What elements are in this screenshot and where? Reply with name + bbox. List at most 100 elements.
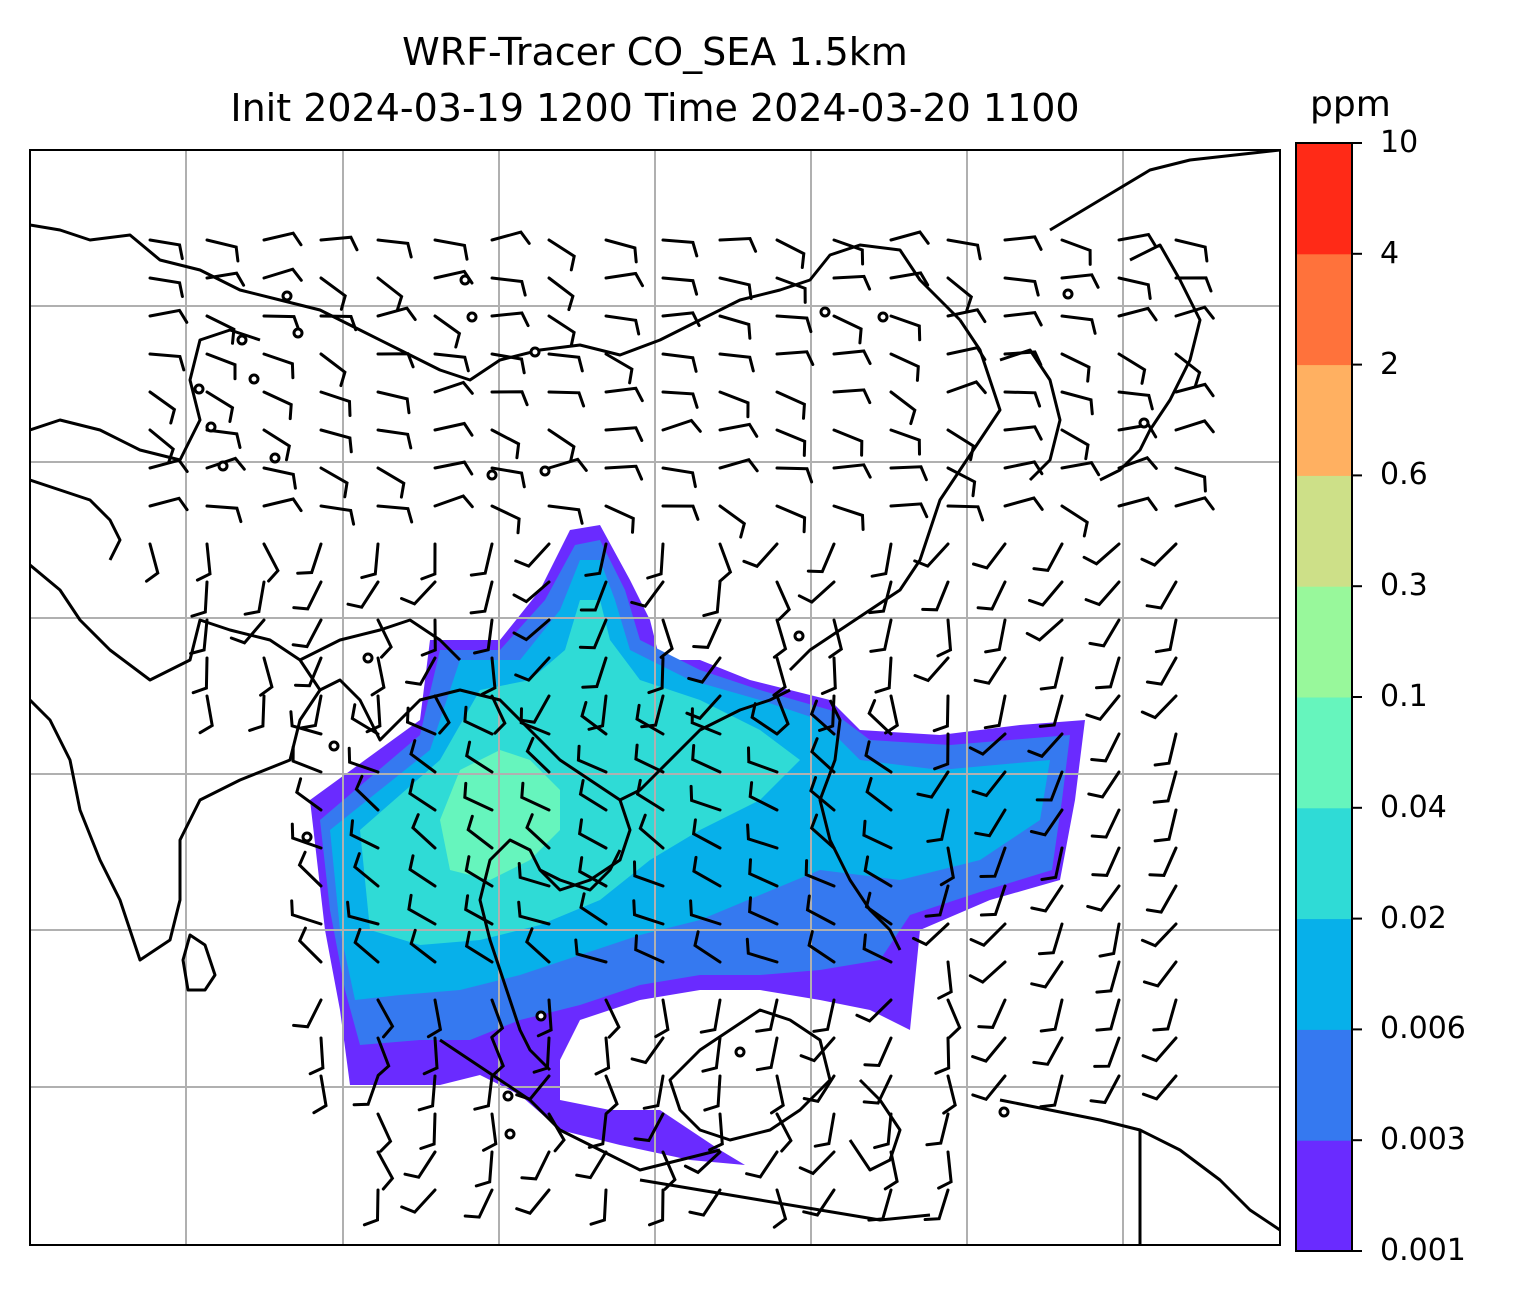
wind-barb <box>1060 390 1094 416</box>
wind-barb <box>1174 276 1213 293</box>
wind-barb <box>864 740 893 774</box>
map-title-line-1: WRF-Tracer CO_SEA 1.5km <box>402 30 908 74</box>
wind-barb <box>297 850 323 888</box>
wind-barb <box>1060 238 1092 266</box>
wind-barb <box>1060 273 1100 289</box>
wind-barb <box>482 1112 498 1152</box>
wind-barb <box>661 1150 677 1191</box>
wind-barb <box>832 504 865 531</box>
wind-barb <box>578 856 608 888</box>
wind-barb <box>433 380 474 395</box>
wind-barb <box>490 504 521 535</box>
wind-barb <box>691 744 722 774</box>
wind-barb <box>576 744 608 774</box>
wind-barb <box>469 580 494 615</box>
new-guinea <box>999 1098 1280 1232</box>
wind-barb <box>865 776 893 812</box>
wind-barb <box>1117 390 1154 411</box>
colorbar-unit-label: ppm <box>1310 84 1391 125</box>
wind-barb <box>578 618 608 650</box>
colorbar-band <box>1296 807 1352 920</box>
wind-barb <box>889 428 921 456</box>
wind-barb <box>1154 618 1178 654</box>
wind-barb <box>464 930 494 964</box>
colorbar-band <box>1296 364 1352 476</box>
wind-barb <box>490 230 531 245</box>
wind-barb <box>515 1188 551 1215</box>
wind-barb <box>411 813 437 850</box>
wind-barb <box>604 238 638 264</box>
wind-barb <box>659 618 674 659</box>
colorbar-band <box>1296 1029 1352 1141</box>
wind-barb <box>832 314 863 345</box>
wind-barb <box>633 860 665 888</box>
wind-barb <box>968 732 1007 756</box>
colorbar-band <box>1296 143 1352 255</box>
wind-barb <box>798 1150 836 1176</box>
wind-barb <box>820 656 837 695</box>
wind-barb <box>971 770 1007 798</box>
wind-barb <box>296 542 323 575</box>
colorbar-tick-label: 0.3 <box>1380 568 1428 604</box>
wind-barb <box>977 998 1007 1029</box>
wind-barb <box>661 352 698 373</box>
wind-barb <box>748 896 779 926</box>
wind-barb <box>818 694 836 732</box>
gulf-of-thailand <box>539 849 622 892</box>
wind-barb <box>874 656 893 694</box>
wind-barb <box>262 352 295 380</box>
colorbar-band <box>1296 697 1352 809</box>
wind-barb <box>291 745 323 774</box>
wind-barb <box>1140 694 1178 720</box>
wind-barb <box>746 823 779 850</box>
wind-barb <box>319 428 353 454</box>
wind-barb <box>926 808 950 843</box>
wind-barb <box>578 779 608 812</box>
wind-barb <box>642 1074 665 1110</box>
wind-barb <box>1140 922 1178 948</box>
wind-barb <box>1089 1074 1121 1105</box>
wind-barb <box>971 1036 1007 1063</box>
wind-barb <box>420 618 437 657</box>
wind-barb <box>634 743 665 774</box>
wind-barb <box>1037 922 1064 956</box>
wind-barb <box>409 928 437 964</box>
wind-barb <box>946 238 982 261</box>
colorbar-band <box>1296 1140 1352 1252</box>
wind-barb <box>802 1188 836 1217</box>
wind-barb <box>205 390 235 423</box>
wind-barb <box>870 542 893 578</box>
wind-barb <box>755 998 779 1033</box>
wind-barb <box>198 694 214 735</box>
wind-barb <box>691 818 722 850</box>
wind-barb <box>262 231 303 247</box>
wind-barb <box>433 460 474 476</box>
wind-barb <box>1095 960 1121 994</box>
wind-barb <box>718 352 755 373</box>
wind-barb <box>939 846 955 887</box>
wind-barb <box>924 884 950 918</box>
wind-barb <box>319 276 347 311</box>
wind-barb <box>1093 1036 1121 1068</box>
wind-barb <box>775 428 807 457</box>
wind-barb <box>654 998 670 1039</box>
wind-barb <box>809 813 836 850</box>
wind-barb <box>690 707 722 736</box>
wind-barb <box>1003 460 1044 476</box>
wind-barb <box>407 893 437 926</box>
wind-barb <box>972 542 1007 570</box>
wind-barb <box>346 580 380 609</box>
wind-barb <box>692 618 722 649</box>
colorbar-tick-label: 0.1 <box>1380 679 1428 714</box>
wind-barb <box>547 1112 566 1153</box>
colorbar <box>1295 142 1362 1252</box>
wind-barb <box>630 1036 665 1065</box>
wind-barb <box>1035 770 1064 802</box>
wind-barb <box>490 1036 505 1077</box>
wind-barb <box>426 998 443 1039</box>
bay-of-bengal-coast <box>299 618 462 662</box>
wind-barb <box>376 390 411 415</box>
wind-barb <box>490 352 526 375</box>
colorbar-tick-label: 0.003 <box>1380 1122 1466 1158</box>
wind-barb <box>646 542 665 580</box>
